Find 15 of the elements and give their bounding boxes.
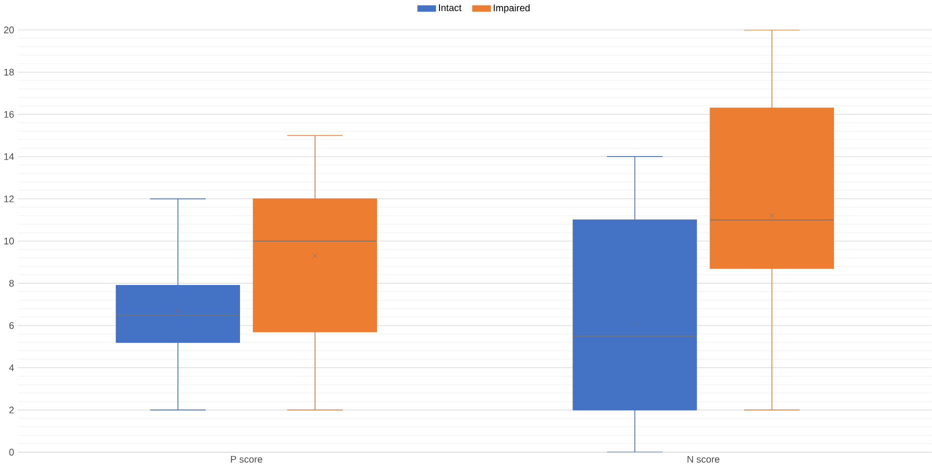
y-tick-label: 20 — [4, 26, 14, 34]
legend-label: Impaired — [494, 4, 530, 14]
y-tick-label: 6 — [9, 322, 14, 329]
legend-label: Intact — [439, 4, 462, 12]
y-tick-label: 2 — [9, 406, 14, 414]
y-tick-label: 18 — [4, 68, 14, 76]
x-tick-label: P score — [230, 456, 262, 463]
y-tick-label: 14 — [4, 153, 14, 160]
y-tick-label: 12 — [4, 195, 14, 202]
y-tick-label: 10 — [4, 238, 14, 244]
y-tick-label: 8 — [9, 280, 14, 287]
y-tick-label: 0 — [9, 448, 14, 456]
x-tick-label: N score — [688, 456, 720, 463]
y-tick-label: 4 — [9, 364, 14, 371]
y-tick-label: 16 — [4, 110, 14, 118]
